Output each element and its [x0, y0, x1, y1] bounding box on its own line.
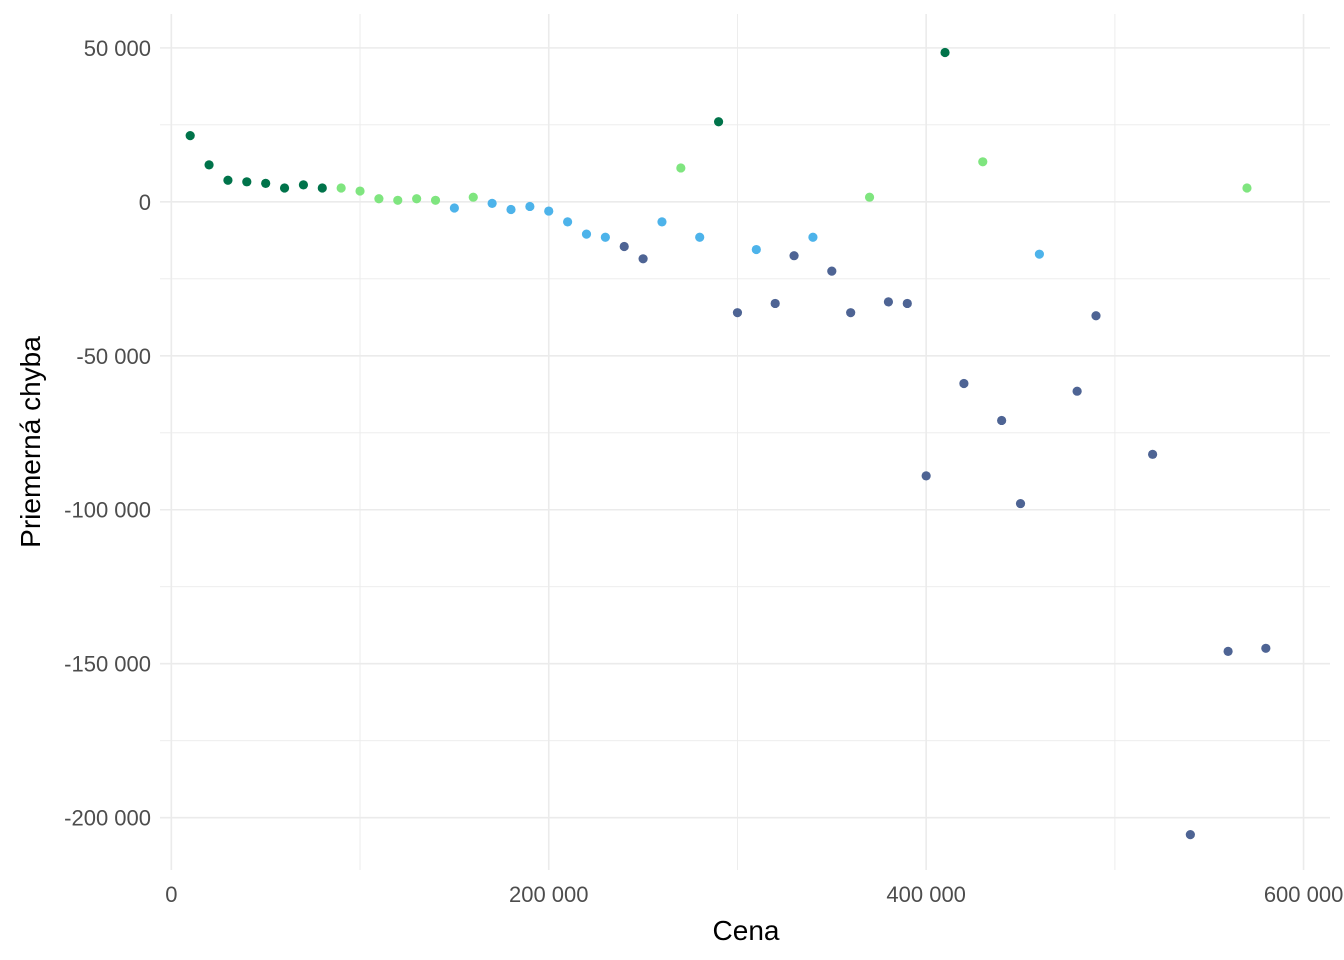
data-point — [808, 232, 818, 242]
y-tick-label: -150 000 — [64, 652, 151, 677]
data-point — [506, 204, 516, 215]
x-tick-label: 600 000 — [1264, 882, 1344, 907]
data-point — [883, 297, 894, 307]
data-point — [846, 308, 856, 318]
data-point — [487, 198, 497, 208]
data-point — [732, 308, 743, 318]
x-tick-label: 400 000 — [886, 882, 966, 907]
data-point — [789, 251, 799, 261]
data-point — [355, 186, 365, 196]
data-point — [600, 232, 610, 242]
data-point — [1261, 643, 1271, 653]
data-point — [317, 183, 327, 193]
data-point — [1242, 183, 1252, 193]
minor-gridlines — [160, 14, 1330, 870]
data-point — [374, 194, 384, 204]
y-tick-label: 0 — [139, 190, 151, 215]
data-point — [1148, 449, 1158, 459]
data-point — [959, 378, 969, 389]
data-point — [449, 203, 459, 213]
data-point — [1072, 386, 1082, 396]
data-point — [1091, 311, 1101, 321]
data-point — [657, 217, 667, 227]
data-point — [242, 177, 252, 187]
x-tick-label: 0 — [165, 882, 177, 907]
y-tick-label: -100 000 — [64, 498, 151, 523]
data-point — [544, 206, 554, 216]
data-point — [336, 183, 346, 193]
data-point — [430, 195, 441, 205]
y-axis-tick-labels: 50 000 0 -50 000 -100 000 -150 000 -200 000 — [64, 36, 151, 831]
data-point — [827, 266, 837, 276]
data-point — [1034, 249, 1044, 259]
data-point — [676, 163, 686, 173]
y-tick-label: -50 000 — [76, 344, 151, 369]
data-point — [563, 217, 573, 227]
x-axis-tick-labels: 0 200 000 400 000 600 000 — [165, 882, 1343, 907]
data-point — [902, 298, 912, 309]
data-point — [619, 241, 629, 252]
data-point — [1185, 829, 1195, 840]
x-tick-label: 200 000 — [509, 882, 589, 907]
data-point — [581, 229, 592, 239]
data-point — [940, 47, 950, 58]
major-gridlines — [160, 14, 1330, 870]
data-point — [1015, 498, 1026, 509]
data-point — [864, 192, 875, 202]
data-point — [185, 131, 195, 141]
data-point — [204, 160, 214, 170]
data-point — [978, 157, 988, 167]
data-point — [468, 192, 478, 202]
data-point — [261, 178, 271, 188]
data-point — [997, 415, 1007, 426]
data-point — [713, 117, 724, 127]
data-point — [298, 180, 309, 190]
data-point — [393, 195, 403, 205]
data-point — [223, 175, 233, 185]
y-axis-title: Priemerná chyba — [15, 336, 46, 548]
x-axis-title: Cena — [713, 915, 780, 946]
data-point — [525, 201, 535, 212]
data-point — [279, 183, 290, 193]
y-tick-label: -200 000 — [64, 806, 151, 831]
data-point — [695, 232, 705, 242]
data-point — [412, 194, 422, 204]
y-tick-label: 50 000 — [84, 36, 151, 61]
data-points — [185, 47, 1271, 840]
data-point — [638, 254, 648, 264]
data-point — [770, 298, 780, 309]
data-point — [921, 471, 931, 481]
data-point — [751, 244, 761, 255]
data-point — [1223, 646, 1233, 656]
